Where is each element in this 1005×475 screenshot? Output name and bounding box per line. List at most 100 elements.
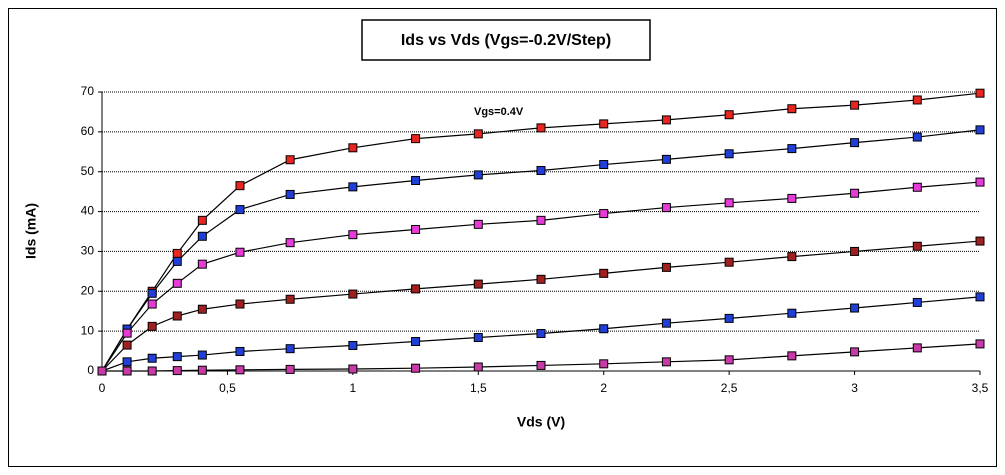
data-point <box>172 278 182 288</box>
y-tick-label: 70 <box>81 84 95 98</box>
data-point <box>536 360 546 370</box>
data-point <box>473 170 483 180</box>
title-box <box>361 19 651 61</box>
data-point <box>122 366 132 376</box>
x-tick-label: 2 <box>600 381 607 395</box>
y-tick-label: 0 <box>87 363 94 377</box>
annotation: Vgs=0.4V <box>474 106 524 118</box>
data-point <box>912 297 922 307</box>
data-point <box>348 364 358 374</box>
data-point <box>536 166 546 176</box>
data-point <box>536 329 546 339</box>
x-tick-label: 1 <box>350 381 357 395</box>
data-point <box>787 351 797 361</box>
data-point <box>348 340 358 350</box>
data-point <box>724 110 734 120</box>
data-point <box>235 205 245 215</box>
data-point <box>850 347 860 357</box>
x-tick-label: 3 <box>851 381 858 395</box>
series-line <box>101 129 981 372</box>
data-point <box>147 321 157 331</box>
data-point <box>536 215 546 225</box>
data-point <box>975 339 985 349</box>
data-point <box>850 303 860 313</box>
data-point <box>912 95 922 105</box>
data-point <box>97 366 107 376</box>
data-point <box>473 362 483 372</box>
data-point <box>348 289 358 299</box>
data-point <box>724 149 734 159</box>
data-point <box>122 357 132 367</box>
data-point <box>661 203 671 213</box>
data-point <box>122 340 132 350</box>
data-point <box>235 299 245 309</box>
data-point <box>285 344 295 354</box>
y-tick-label: 40 <box>81 204 95 218</box>
y-tick-label: 10 <box>81 323 95 337</box>
x-tick-label: 0 <box>99 381 106 395</box>
data-point <box>172 366 182 376</box>
data-point <box>285 238 295 248</box>
data-point <box>787 308 797 318</box>
data-point <box>536 123 546 133</box>
data-point <box>147 288 157 298</box>
data-point <box>172 248 182 258</box>
data-point <box>473 279 483 289</box>
data-point <box>599 119 609 129</box>
data-point <box>197 259 207 269</box>
data-point <box>197 231 207 241</box>
data-point <box>912 182 922 192</box>
data-point <box>912 132 922 142</box>
data-point <box>850 188 860 198</box>
data-point <box>850 138 860 148</box>
data-point <box>850 100 860 110</box>
data-point <box>661 357 671 367</box>
data-point <box>850 246 860 256</box>
data-point <box>285 364 295 374</box>
data-point <box>975 88 985 98</box>
data-point <box>975 292 985 302</box>
data-point <box>975 125 985 135</box>
y-tick-label: 60 <box>81 124 95 138</box>
data-point <box>599 160 609 170</box>
data-point <box>122 328 132 338</box>
chart-title: Ids vs Vds (Vgs=-0.2V/Step) <box>401 32 611 49</box>
data-point <box>235 247 245 257</box>
data-point <box>411 175 421 185</box>
x-tick-label: 1,5 <box>470 381 487 395</box>
data-point <box>787 104 797 114</box>
data-point <box>661 115 671 125</box>
data-point <box>411 284 421 294</box>
data-point <box>285 189 295 199</box>
data-point <box>473 333 483 343</box>
data-point <box>599 209 609 219</box>
data-point <box>172 352 182 362</box>
data-point <box>411 337 421 347</box>
data-point <box>661 262 671 272</box>
data-point <box>787 193 797 203</box>
data-point <box>235 346 245 356</box>
data-point <box>536 274 546 284</box>
data-point <box>147 299 157 309</box>
y-axis-label: Ids (mA) <box>23 203 39 259</box>
data-point <box>912 241 922 251</box>
y-tick-label: 50 <box>81 164 95 178</box>
data-point <box>285 155 295 165</box>
data-point <box>172 256 182 266</box>
data-point <box>348 230 358 240</box>
x-axis-label: Vds (V) <box>517 414 565 430</box>
data-point <box>599 268 609 278</box>
y-tick-label: 30 <box>81 244 95 258</box>
x-tick-label: 2,5 <box>721 381 738 395</box>
data-point <box>975 236 985 246</box>
y-tick-label: 20 <box>81 283 95 297</box>
data-point <box>147 353 157 363</box>
x-tick-label: 3,5 <box>972 381 989 395</box>
data-point <box>975 177 985 187</box>
data-point <box>473 129 483 139</box>
data-point <box>473 219 483 229</box>
data-point <box>787 144 797 154</box>
data-point <box>172 311 182 321</box>
data-point <box>661 318 671 328</box>
